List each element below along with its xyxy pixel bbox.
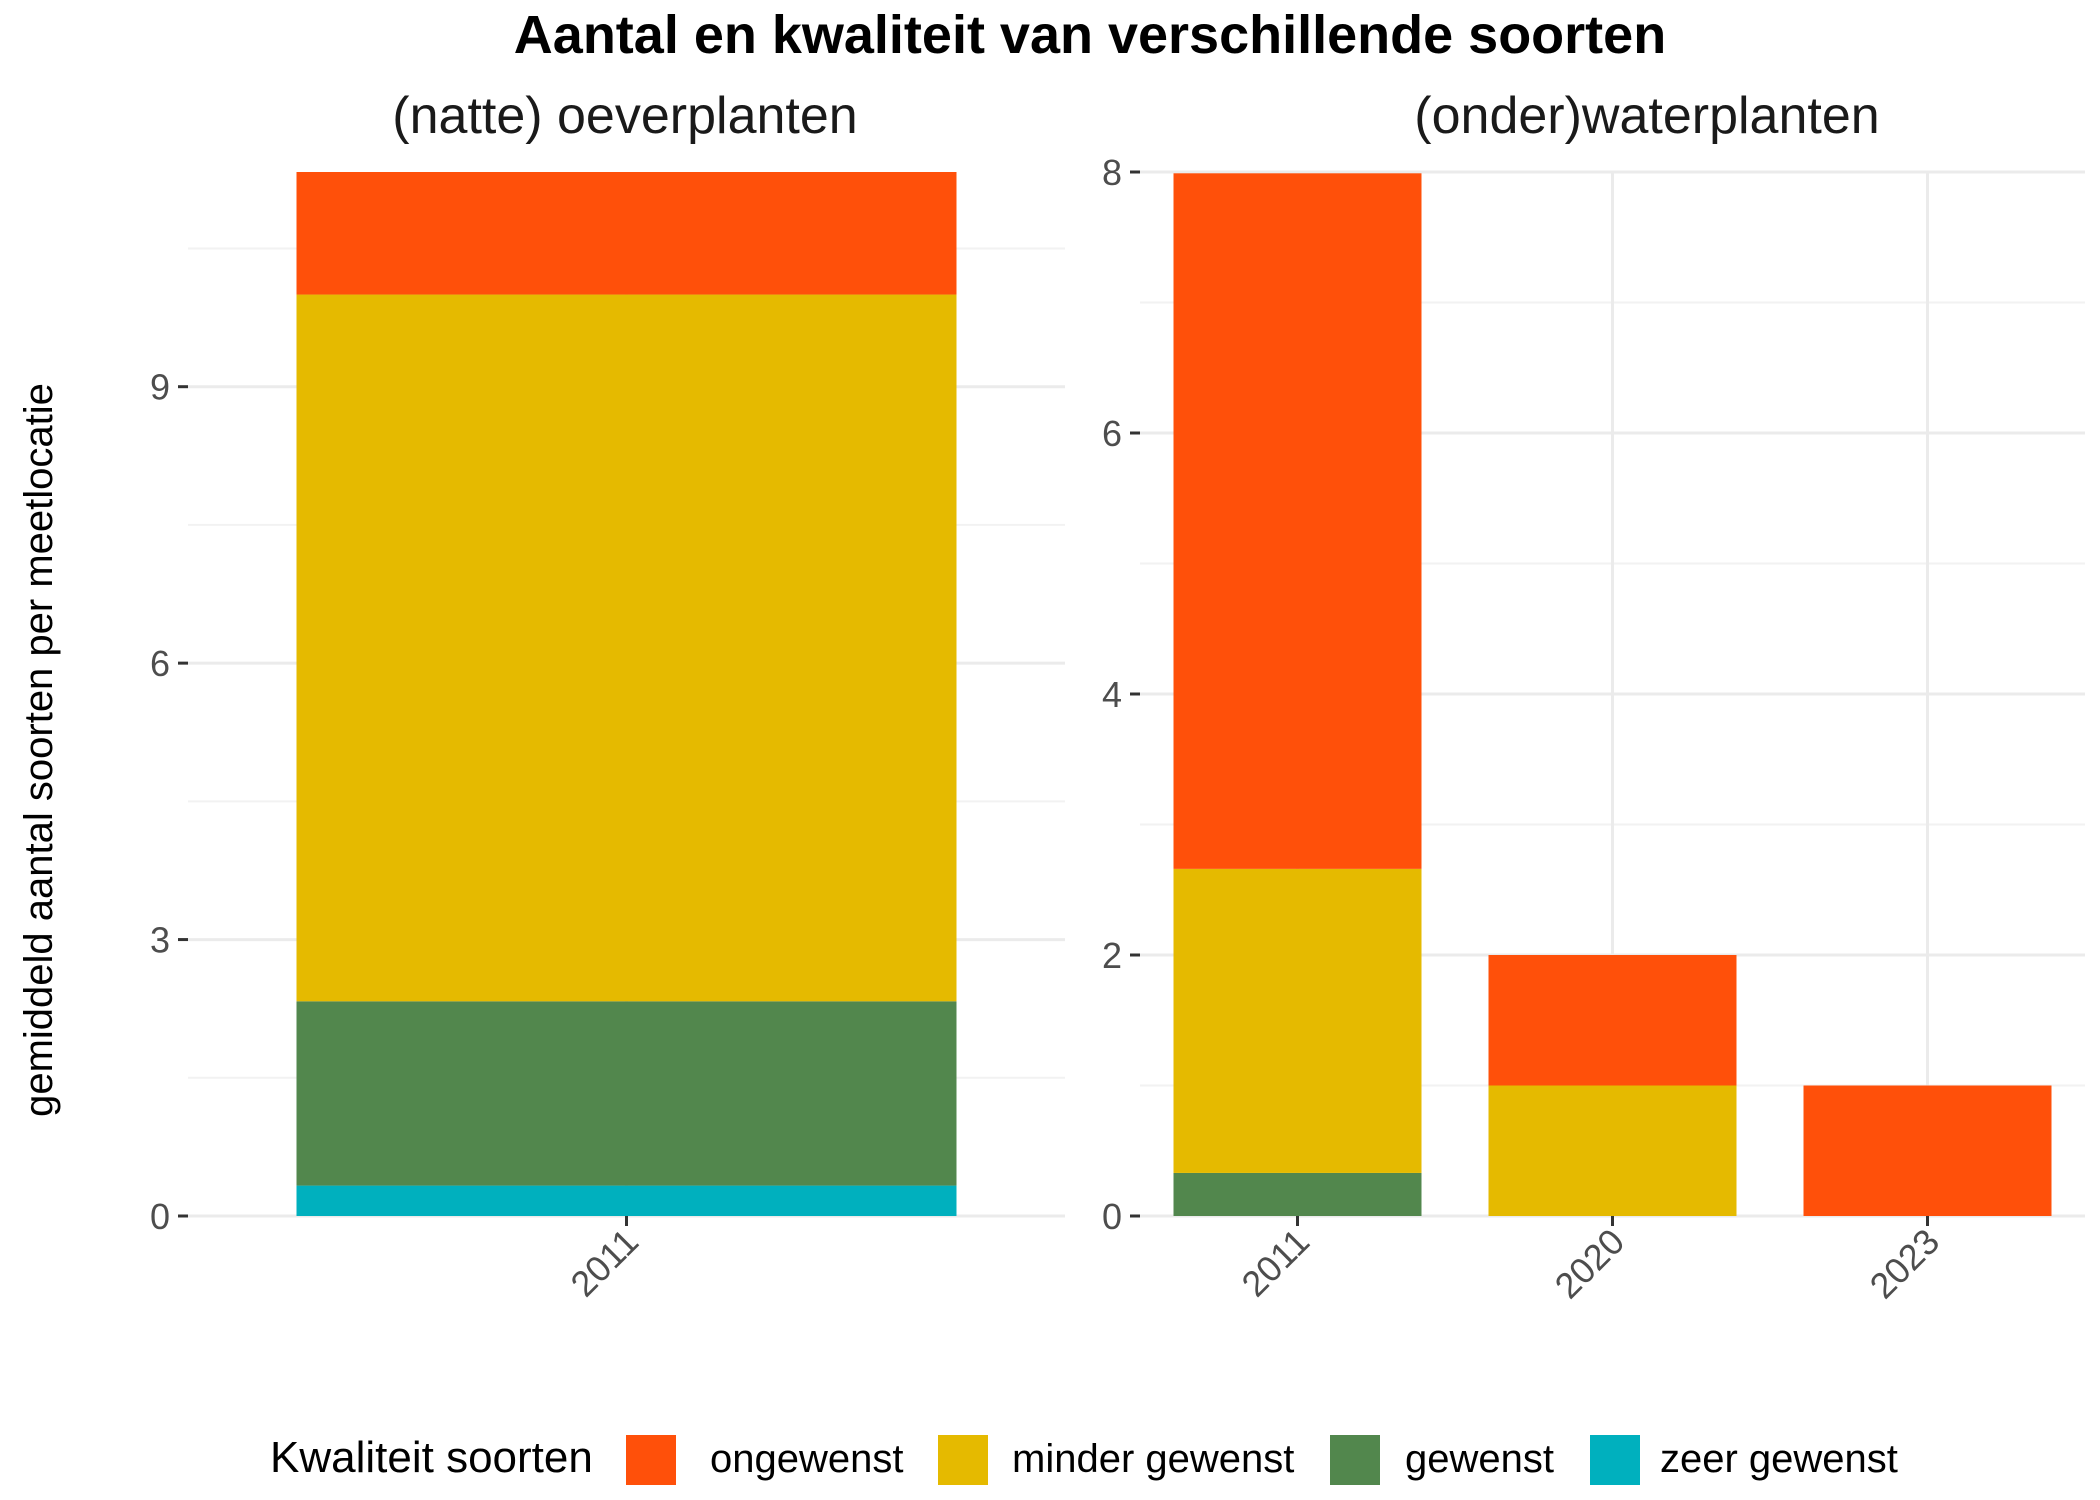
panel-onderwaterplanten: (onder)waterplanten 0 2 4 6 8 2011 2020 2023 <box>1102 87 2085 1306</box>
bar-ongewenst-2023 <box>1803 1085 2052 1216</box>
legend-key-minder-gewenst <box>938 1435 988 1485</box>
y-axis: 0 3 6 9 <box>150 367 188 1237</box>
legend-key-zeer-gewenst <box>1590 1435 1640 1485</box>
x-tick-label: 2020 <box>1547 1221 1633 1307</box>
panel-title-onderwaterplanten: (onder)waterplanten <box>1414 87 1879 145</box>
y-tick-label: 6 <box>1102 413 1122 454</box>
x-axis: 2011 2020 2023 <box>1233 1216 1947 1306</box>
panel-title-natte-oeverplanten: (natte) oeverplanten <box>392 87 857 145</box>
y-axis: 0 2 4 6 8 <box>1102 152 1140 1237</box>
y-tick-label: 2 <box>1102 935 1122 976</box>
bar-ongewenst-2011 <box>1173 173 1422 869</box>
legend: Kwaliteit soorten ongewenst minder gewens… <box>270 1433 1898 1485</box>
chart-title: Aantal en kwaliteit van verschillende so… <box>514 5 1666 65</box>
y-tick-label: 4 <box>1102 674 1122 715</box>
y-tick-label: 8 <box>1102 152 1122 193</box>
legend-key-gewenst <box>1330 1435 1380 1485</box>
y-axis-title: gemiddeld aantal soorten per meetlocatie <box>17 383 61 1117</box>
bar-gewenst-2011 <box>296 1001 957 1186</box>
x-axis: 2011 <box>562 1216 646 1304</box>
bar-ongewenst-2011 <box>296 172 957 295</box>
bar-zeer-gewenst-2011 <box>296 1185 957 1216</box>
x-tick-label: 2023 <box>1862 1221 1948 1307</box>
y-tick-label: 3 <box>150 920 170 961</box>
legend-key-ongewenst <box>626 1435 676 1485</box>
legend-label-gewenst: gewenst <box>1405 1437 1554 1481</box>
y-tick-label: 9 <box>150 367 170 408</box>
x-tick-label: 2011 <box>562 1221 646 1305</box>
bars <box>1173 173 2052 1216</box>
legend-label-ongewenst: ongewenst <box>710 1437 903 1481</box>
bar-minder-gewenst-2011 <box>1173 868 1422 1173</box>
bar-gewenst-2011 <box>1173 1172 1422 1216</box>
bar-ongewenst-2020 <box>1488 955 1737 1086</box>
y-tick-label: 6 <box>150 643 170 684</box>
y-tick-label: 0 <box>1102 1196 1122 1237</box>
x-tick-label: 2011 <box>1233 1221 1317 1305</box>
legend-label-zeer-gewenst: zeer gewenst <box>1660 1437 1898 1481</box>
legend-label-minder-gewenst: minder gewenst <box>1012 1437 1294 1481</box>
y-tick-label: 0 <box>150 1196 170 1237</box>
bar-minder-gewenst-2020 <box>1488 1085 1737 1216</box>
legend-title: Kwaliteit soorten <box>270 1433 593 1482</box>
bars <box>296 172 957 1216</box>
panel-natte-oeverplanten: (natte) oeverplanten 0 3 6 9 2011 <box>150 87 1065 1304</box>
bar-minder-gewenst-2011 <box>296 294 957 1002</box>
